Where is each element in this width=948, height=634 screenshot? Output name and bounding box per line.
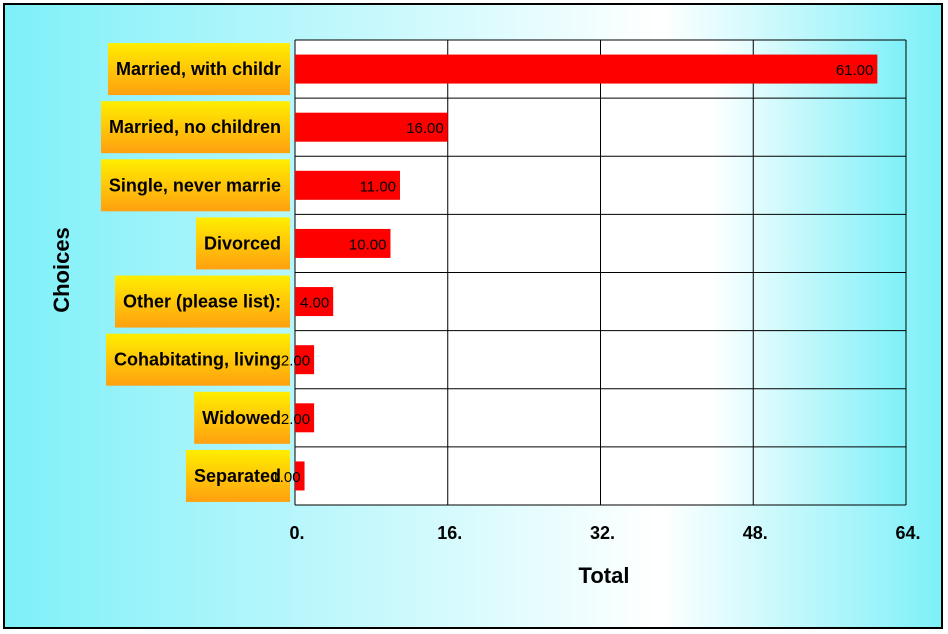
chart-frame: Married, with childr Married, no children…: [3, 3, 943, 629]
data-label: 2.00: [281, 353, 310, 370]
bar: [295, 345, 315, 375]
x-tick-label: 16.: [437, 523, 462, 543]
category-label: Single, never marrie: [109, 175, 281, 195]
category-label: Married, with childr: [116, 59, 281, 79]
chart-svg: Married, with childr Married, no children…: [49, 39, 921, 588]
x-tick-label: 32.: [590, 523, 615, 543]
gridlines: [294, 39, 907, 506]
x-tick-labels: 0. 16. 32. 48. 64.: [289, 523, 920, 543]
category-labels: Married, with childr Married, no children…: [100, 43, 290, 502]
category-label: Divorced: [204, 233, 281, 253]
data-label: 10.00: [349, 236, 387, 253]
x-axis-title: Total: [579, 563, 630, 588]
data-label: 61.00: [836, 62, 874, 79]
category-label: Other (please list):: [123, 292, 281, 312]
category-label: Separated: [194, 466, 281, 486]
bar: [295, 228, 391, 258]
data-labels: 61.00 16.00 11.00 10.00 4.00 2.00 2.00 1.00: [271, 62, 873, 486]
x-tick-label: 64.: [895, 523, 920, 543]
x-tick-label: 0.: [289, 523, 304, 543]
bar: [295, 170, 401, 200]
category-label: Cohabitating, living: [114, 350, 281, 370]
category-label-box: [100, 101, 290, 154]
category-label: Widowed: [202, 408, 281, 428]
data-label: 11.00: [360, 178, 396, 195]
data-label: 16.00: [406, 120, 444, 137]
category-label-box: [114, 275, 290, 328]
bar: [295, 54, 878, 84]
x-tick-label: 48.: [743, 523, 768, 543]
category-label-box: [194, 391, 290, 444]
data-label: 1.00: [271, 469, 300, 486]
bar: [295, 112, 448, 142]
category-label-box: [107, 43, 290, 96]
bars: [295, 54, 878, 491]
category-label-box: [106, 333, 290, 386]
category-label-box: [185, 449, 290, 502]
data-label: 4.00: [300, 295, 329, 312]
bar: [295, 461, 305, 491]
data-label: 2.00: [281, 411, 310, 428]
category-label-box: [195, 217, 290, 270]
bar: [295, 287, 334, 317]
category-label: Married, no children: [109, 117, 281, 137]
y-axis-title: Choices: [49, 227, 74, 313]
bar: [295, 403, 315, 433]
category-label-box: [100, 159, 290, 212]
